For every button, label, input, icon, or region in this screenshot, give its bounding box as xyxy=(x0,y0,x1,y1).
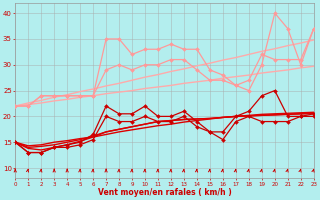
X-axis label: Vent moyen/en rafales ( km/h ): Vent moyen/en rafales ( km/h ) xyxy=(98,188,231,197)
